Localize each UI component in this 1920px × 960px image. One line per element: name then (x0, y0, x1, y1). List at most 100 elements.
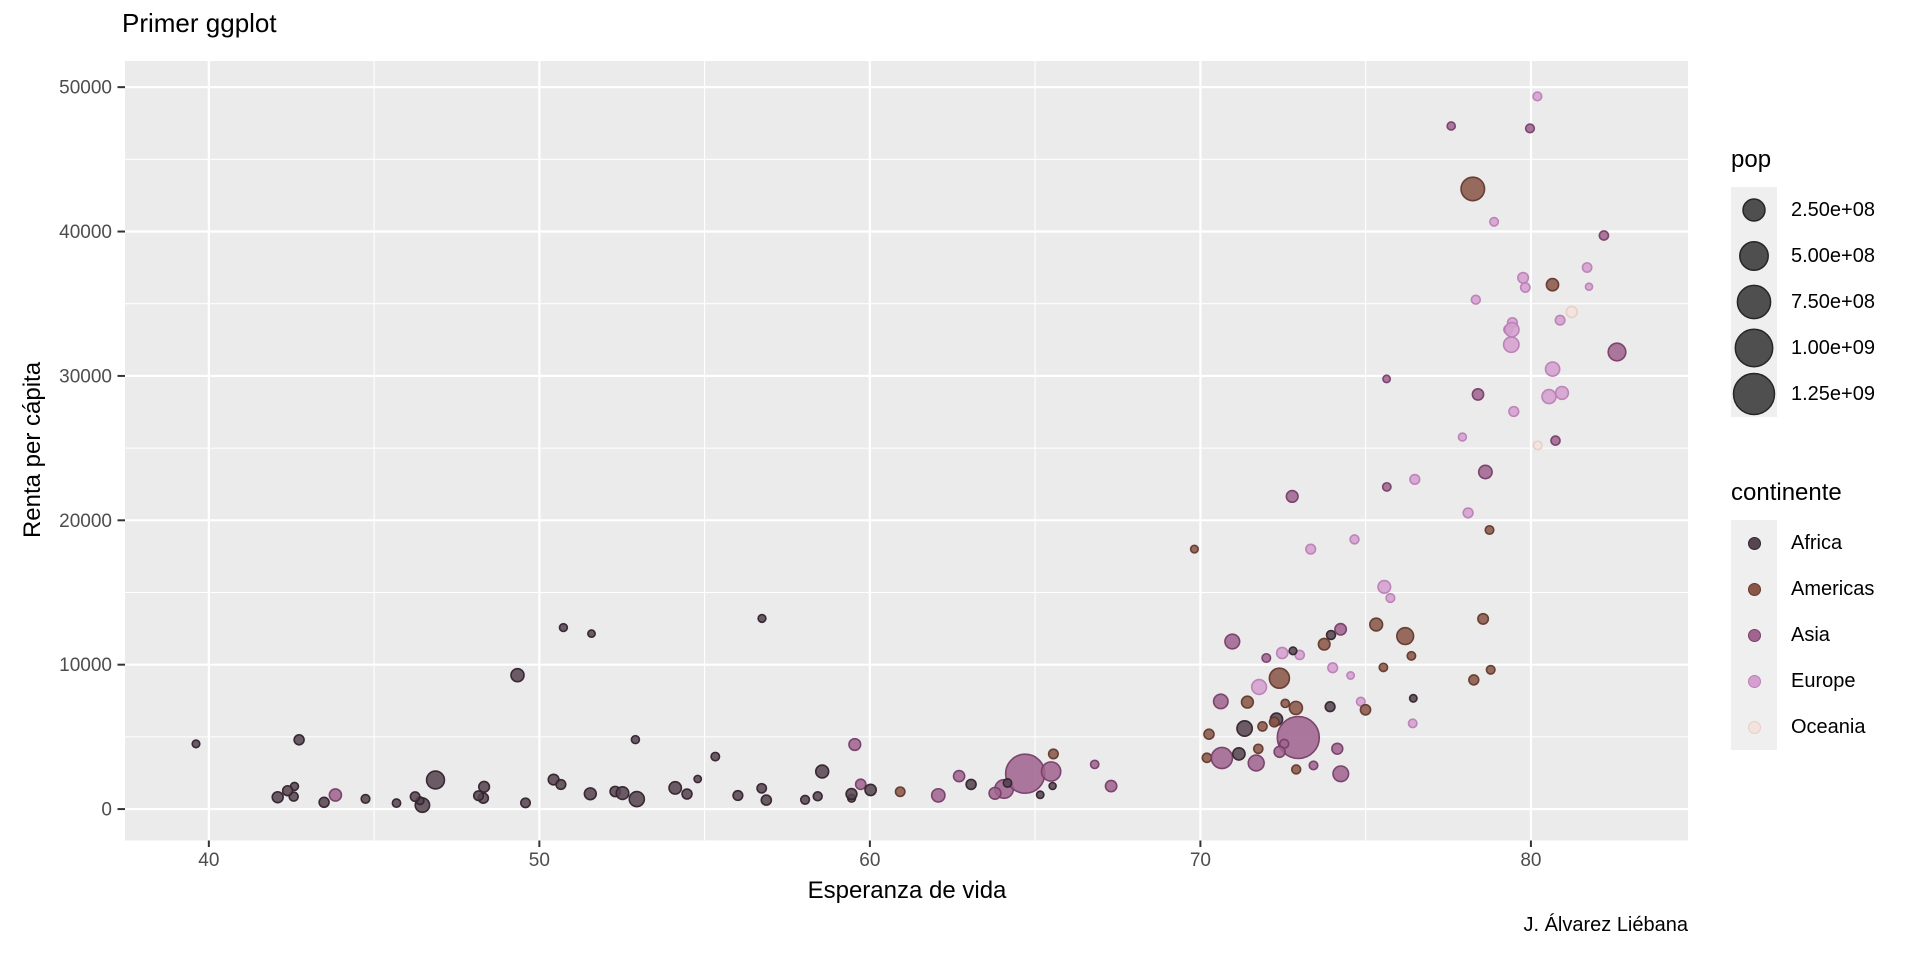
data-point (1250, 678, 1268, 696)
data-point (845, 787, 858, 801)
data-point (988, 786, 1002, 801)
data-point (1047, 748, 1059, 760)
data-point (1325, 629, 1337, 641)
size-legend: pop 2.50e+08 5.00e+08 7.50e+08 1.00e+09 … (1731, 146, 1875, 417)
data-point (799, 794, 811, 805)
data-point (1598, 230, 1610, 241)
data-point (1349, 534, 1360, 545)
data-point (1355, 696, 1366, 707)
data-point (756, 782, 768, 794)
data-point (1324, 701, 1336, 713)
data-point (1332, 765, 1350, 783)
data-point (1189, 544, 1199, 554)
legend-key (1731, 233, 1777, 279)
data-point (1406, 650, 1417, 661)
legend-key (1731, 279, 1777, 325)
data-point (472, 790, 485, 802)
data-point (1276, 715, 1321, 760)
data-point (271, 790, 284, 804)
data-point (1288, 646, 1298, 656)
data-point (965, 778, 977, 791)
size-legend-item: 5.00e+08 (1731, 233, 1875, 279)
data-point (1508, 405, 1520, 418)
data-point (1565, 305, 1578, 319)
data-point (854, 778, 867, 791)
data-point (668, 780, 683, 795)
data-point (293, 733, 305, 746)
color-legend-keys: Africa Americas Asia Europe Oceania (1731, 520, 1874, 750)
size-key-circle-icon (1739, 241, 1769, 271)
data-point (391, 798, 402, 809)
color-legend-label: Americas (1791, 577, 1875, 600)
size-key-circle-icon (1742, 198, 1766, 222)
data-point (1485, 664, 1496, 675)
data-point (1317, 637, 1331, 651)
data-point (1252, 743, 1264, 755)
data-point (1210, 746, 1234, 770)
x-tick-label: 70 (1190, 850, 1211, 871)
data-point (930, 787, 946, 803)
size-legend-item: 7.50e+08 (1731, 279, 1875, 325)
size-legend-item: 1.25e+09 (1731, 371, 1875, 417)
size-key-circle-icon (1732, 372, 1776, 416)
data-point (1334, 622, 1348, 636)
color-legend-item: Oceania (1731, 704, 1874, 750)
size-legend-item: 1.00e+09 (1731, 325, 1875, 371)
data-point (1460, 176, 1486, 202)
data-point (555, 778, 567, 791)
data-point (1004, 753, 1046, 795)
data-point (425, 770, 446, 790)
size-legend-title: pop (1731, 146, 1772, 173)
data-point (1524, 123, 1536, 134)
data-point (1477, 464, 1493, 480)
data-point (1470, 294, 1482, 305)
x-tick-label: 40 (198, 850, 219, 871)
color-legend-label: Asia (1791, 623, 1830, 646)
data-point (519, 797, 531, 809)
data-point (814, 764, 830, 779)
data-point (558, 622, 569, 633)
size-legend-label: 1.00e+09 (1791, 336, 1875, 359)
y-tick-label: 50000 (59, 78, 112, 99)
data-point (1502, 336, 1520, 354)
data-point (1541, 388, 1557, 405)
legend-key (1731, 704, 1777, 750)
data-point (1385, 592, 1396, 604)
data-point (1285, 489, 1299, 504)
data-point (477, 780, 491, 793)
data-point (1224, 633, 1241, 650)
size-key-circle-icon (1734, 328, 1774, 368)
continent-color-dot-icon (1747, 628, 1761, 642)
data-point (1550, 435, 1561, 446)
data-point (1247, 754, 1265, 772)
data-point (587, 629, 596, 639)
size-legend-label: 5.00e+08 (1791, 244, 1875, 267)
y-tick-label: 20000 (59, 511, 112, 532)
data-point (1280, 698, 1291, 709)
continent-color-dot-icon (1747, 582, 1761, 596)
legend-key (1731, 520, 1777, 566)
data-point (1369, 617, 1384, 632)
data-point (681, 788, 693, 800)
data-point (1581, 262, 1593, 273)
data-point (1484, 524, 1495, 536)
data-point (1446, 121, 1457, 131)
legend-key (1731, 325, 1777, 371)
data-point (281, 784, 294, 797)
color-legend-label: Europe (1791, 669, 1856, 692)
data-point (1273, 745, 1286, 759)
y-tick-label: 0 (101, 800, 112, 821)
x-tick-label: 60 (859, 850, 880, 871)
color-legend-item: Europe (1731, 658, 1874, 704)
color-legend-item: Africa (1731, 520, 1874, 566)
data-point (360, 793, 371, 805)
data-point (1104, 779, 1118, 793)
data-point (760, 794, 773, 806)
legend-key (1731, 566, 1777, 612)
data-point (1532, 440, 1543, 451)
continent-color-dot-icon (1747, 674, 1761, 688)
y-tick-label: 30000 (59, 366, 112, 387)
data-point (1290, 764, 1302, 775)
